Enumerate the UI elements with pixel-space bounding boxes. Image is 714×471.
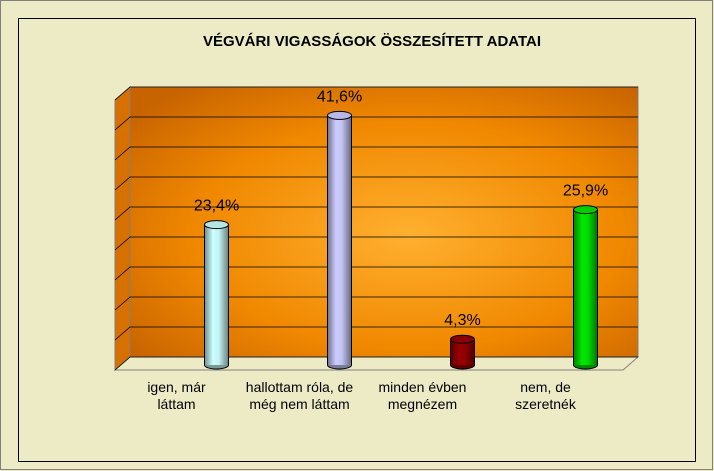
grid-line [114, 326, 638, 341]
floor [113, 356, 640, 371]
grid-line [114, 86, 638, 101]
grid-line [114, 296, 638, 311]
grid-line [114, 236, 638, 251]
grid-line [114, 206, 638, 221]
side-wall [114, 85, 131, 372]
data-label: 4,3% [444, 312, 480, 329]
grid-line [114, 146, 638, 161]
bar [573, 209, 598, 365]
data-label: 25,9% [563, 183, 608, 200]
chart-title: VÉGVÁRI VIGASSÁGOK ÖSSZESÍTETT ADATAI [203, 33, 541, 50]
x-tick-label: hallottam róla, de még nem láttam [245, 379, 354, 412]
chart-border [18, 18, 696, 462]
x-tick-label: minden évben megnézem [378, 379, 467, 412]
x-tick-label: igen, már láttam [147, 379, 206, 412]
bar [204, 224, 229, 365]
bar [327, 115, 352, 366]
bar-top [204, 220, 229, 230]
bar-top [327, 110, 352, 120]
grid-line [114, 176, 638, 191]
grid-line [114, 116, 638, 131]
x-tick-label: nem, de szeretnék [515, 379, 576, 412]
bar-top [573, 205, 598, 215]
data-label: 41,6% [317, 88, 362, 105]
grid-line [114, 266, 638, 281]
bar-top [450, 334, 475, 344]
data-label: 23,4% [194, 198, 239, 215]
